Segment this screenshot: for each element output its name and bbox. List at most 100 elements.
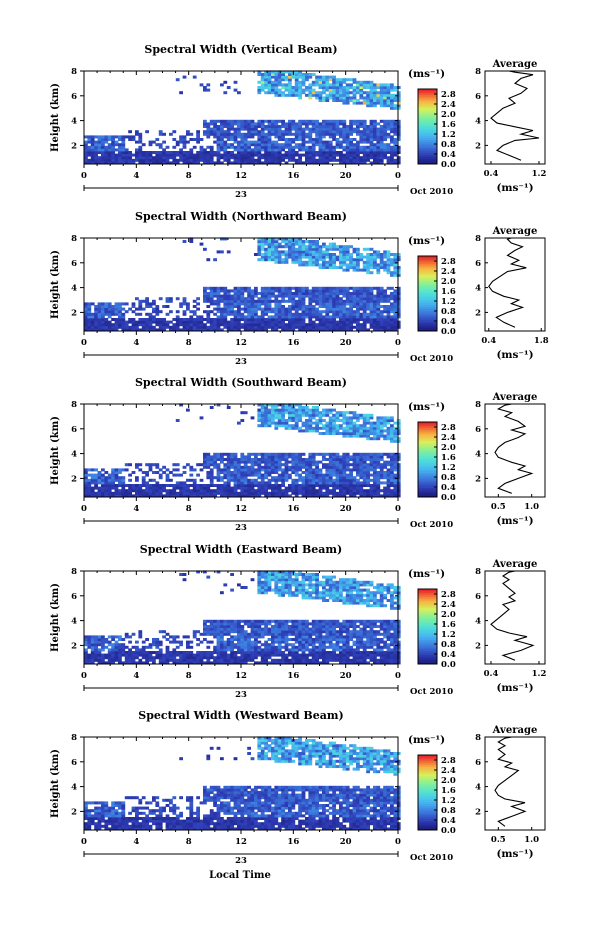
heatmap-cell bbox=[138, 138, 143, 141]
heatmap-cell bbox=[396, 253, 401, 256]
heatmap-cell bbox=[396, 289, 401, 293]
heatmap-cell bbox=[274, 286, 279, 290]
heatmap-cell bbox=[203, 299, 207, 303]
heatmap-cell bbox=[393, 132, 398, 136]
heatmap-cell bbox=[114, 310, 119, 314]
heatmap-cell bbox=[237, 473, 241, 477]
heatmap-cell bbox=[277, 315, 282, 319]
heatmap-cell bbox=[260, 484, 265, 487]
heatmap-cell bbox=[237, 312, 241, 316]
heatmap-cell bbox=[342, 494, 347, 498]
heatmap-cell bbox=[111, 161, 115, 165]
heatmap-cell bbox=[277, 455, 282, 459]
heatmap-cell bbox=[165, 484, 170, 487]
heatmap-cell bbox=[379, 96, 384, 100]
heatmap-cell bbox=[396, 486, 401, 490]
heatmap-cell bbox=[206, 486, 211, 490]
heatmap-cell bbox=[277, 73, 282, 76]
heatmap-cell bbox=[209, 161, 214, 165]
heatmap-cell bbox=[158, 151, 163, 154]
heatmap-cell bbox=[189, 323, 194, 327]
heatmap-cell bbox=[274, 86, 279, 89]
heatmap-cell bbox=[182, 297, 187, 301]
heatmap-cell bbox=[281, 91, 285, 95]
heatmap-cell bbox=[366, 292, 370, 295]
heatmap-cell bbox=[247, 140, 251, 144]
heatmap-cell bbox=[247, 468, 251, 472]
heatmap-cell bbox=[182, 320, 187, 324]
heatmap-cell bbox=[369, 253, 374, 256]
heatmap-cell bbox=[203, 151, 207, 154]
heatmap-cell bbox=[206, 484, 211, 487]
heatmap-cell bbox=[247, 455, 251, 459]
heatmap-cell bbox=[90, 481, 95, 485]
heatmap-cell bbox=[94, 484, 98, 487]
heatmap-cell bbox=[376, 153, 381, 157]
heatmap-cell bbox=[230, 465, 234, 469]
heatmap-cell bbox=[345, 153, 350, 157]
heatmap-cell bbox=[359, 471, 364, 474]
heatmap-cell bbox=[84, 653, 88, 657]
heatmap-cell bbox=[315, 260, 319, 264]
heatmap-cell bbox=[240, 465, 245, 469]
heatmap-cell bbox=[288, 83, 292, 87]
heatmap-cell bbox=[101, 323, 105, 327]
heatmap-cell bbox=[250, 468, 255, 472]
heatmap-cell bbox=[226, 299, 231, 303]
heatmap-cell bbox=[118, 481, 122, 485]
heatmap-cell bbox=[274, 70, 279, 74]
heatmap-cell bbox=[376, 426, 381, 430]
heatmap-cell bbox=[335, 413, 340, 417]
heatmap-cell bbox=[369, 132, 374, 136]
heatmap-cell bbox=[118, 489, 122, 493]
heatmap-cell bbox=[349, 320, 353, 324]
heatmap-cell bbox=[359, 325, 364, 329]
heatmap-cell bbox=[189, 320, 194, 324]
heatmap-cell bbox=[274, 125, 279, 128]
heatmap-cell bbox=[138, 328, 143, 332]
heatmap-cell bbox=[328, 416, 333, 420]
heatmap-cell bbox=[223, 237, 228, 241]
heatmap-cell bbox=[277, 408, 282, 412]
heatmap-cell bbox=[257, 80, 262, 84]
heatmap-cell bbox=[332, 93, 336, 97]
heatmap-cell bbox=[257, 494, 262, 498]
heatmap-cell bbox=[271, 86, 275, 89]
heatmap-cell bbox=[243, 481, 248, 485]
heatmap-cell bbox=[281, 297, 285, 301]
heatmap-cell bbox=[352, 299, 357, 303]
heatmap-cell bbox=[274, 148, 279, 152]
heatmap-cell bbox=[138, 305, 143, 308]
heatmap-cell bbox=[250, 463, 255, 467]
heatmap-cell bbox=[322, 260, 326, 264]
average-unit: (ms⁻¹) bbox=[496, 515, 533, 527]
heatmap-cell bbox=[305, 73, 309, 76]
heatmap-cell bbox=[349, 429, 353, 433]
heatmap-cell bbox=[383, 473, 387, 477]
heatmap-cell bbox=[104, 486, 109, 490]
heatmap-cell bbox=[254, 294, 258, 298]
heatmap-cell bbox=[356, 297, 360, 301]
heatmap-cell bbox=[298, 122, 302, 126]
heatmap-cell bbox=[257, 161, 262, 165]
heatmap-cell bbox=[328, 421, 333, 425]
heatmap-cell bbox=[311, 325, 316, 329]
heatmap-cell bbox=[240, 452, 245, 456]
heatmap-cell bbox=[335, 83, 340, 87]
heatmap-cell bbox=[342, 481, 347, 485]
heatmap-cell bbox=[131, 318, 136, 321]
heatmap-cell bbox=[339, 122, 343, 126]
heatmap-cell bbox=[335, 158, 340, 162]
heatmap-cell bbox=[271, 119, 275, 123]
heatmap-cell bbox=[138, 463, 143, 467]
heatmap-cell bbox=[345, 83, 350, 87]
heatmap-cell bbox=[291, 323, 296, 327]
heatmap-cell bbox=[267, 73, 272, 76]
heatmap-cell bbox=[128, 318, 132, 321]
heatmap-cell bbox=[277, 307, 282, 311]
heatmap-cell bbox=[396, 138, 401, 141]
heatmap-cell bbox=[271, 255, 275, 259]
heatmap-cell bbox=[396, 130, 401, 134]
heatmap-cell bbox=[87, 307, 92, 311]
heatmap-cell bbox=[373, 101, 377, 105]
